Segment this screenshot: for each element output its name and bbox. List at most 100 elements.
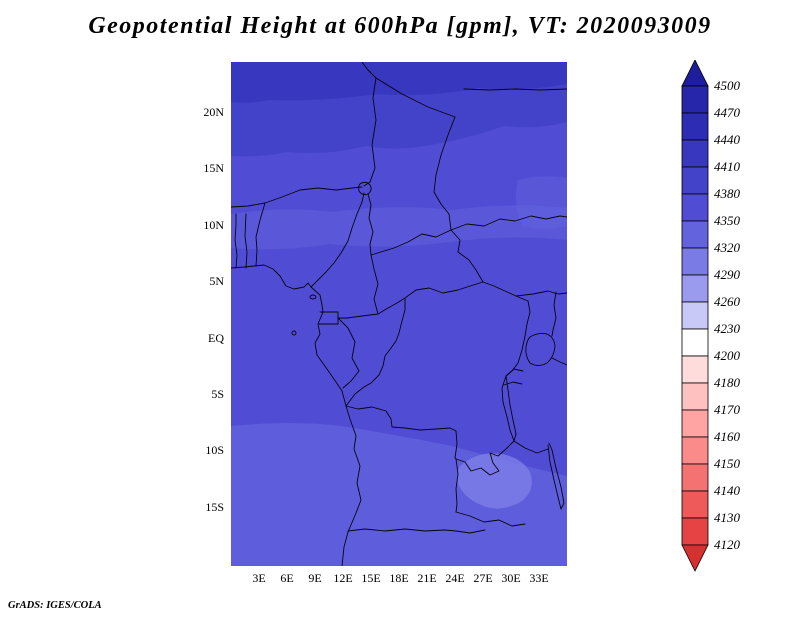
lon-tick-label: 3E: [252, 571, 266, 585]
lon-tick-label: 15E: [361, 571, 381, 585]
border-zambia-zimbabwe: [455, 511, 526, 527]
lat-tick-label: 10N: [203, 218, 224, 232]
colorbar-segment: [681, 301, 709, 330]
border-uganda-kenya: [551, 291, 557, 337]
border-benin-nigeria: [255, 202, 266, 267]
map-canvas: [231, 62, 567, 566]
border-southsudan-uganda: [515, 290, 567, 297]
colorbar-segment: [681, 382, 709, 411]
lat-tick-label: 15S: [205, 500, 224, 514]
colorbar-segment: [681, 220, 709, 249]
colorbar-segment: [681, 193, 709, 222]
colorbar-tick-label: 4170: [714, 402, 740, 417]
shade-topright-light: [515, 176, 567, 229]
chart-title: Geopotential Height at 600hPa [gpm], VT:…: [88, 13, 712, 39]
border-rwanda: [505, 368, 524, 377]
border-niger-chad: [363, 77, 377, 187]
colorbar-segment: [681, 112, 709, 141]
border-libya-niger-corner: [361, 62, 377, 79]
lake-malawi: [547, 442, 565, 510]
shade-southeast-blob: [457, 453, 532, 509]
border-chad-sudan: [433, 116, 456, 231]
colorbar-segment: [681, 166, 709, 195]
island-sao-tome: [291, 330, 297, 336]
colorbar-segment: [681, 490, 709, 519]
colorbar-tick-label: 4380: [714, 186, 740, 201]
colorbar-tick-label: 4470: [714, 105, 740, 120]
lat-tick-label: EQ: [208, 331, 224, 345]
colorbar-segment: [681, 247, 709, 276]
island-bioko: [309, 294, 317, 300]
border-togo-benin: [244, 213, 248, 269]
border-tanzania-zambia: [513, 440, 549, 454]
border-nigeria-cameroon: [310, 192, 365, 288]
lon-tick-label: 33E: [529, 571, 549, 585]
lon-tick-label: 30E: [501, 571, 521, 585]
country-borders: [231, 62, 567, 566]
colorbar-segment: [681, 517, 709, 546]
colorbar-segment: [681, 409, 709, 438]
colorbar-tick-label: 4150: [714, 456, 740, 471]
border-angola-zambia: [454, 430, 459, 513]
colorbar-tick-label: 4290: [714, 267, 740, 282]
colorbar-tick-label: 4350: [714, 213, 740, 228]
colorbar-tick-label: 4230: [714, 321, 740, 336]
border-kenya-tanzania: [551, 357, 567, 366]
colorbar-tick-label: 4200: [714, 348, 740, 363]
colorbar-tick-label: 4160: [714, 429, 740, 444]
lat-tick-label: 5S: [211, 387, 224, 401]
lat-tick-label: 15N: [203, 161, 224, 175]
border-egypt-sudan: [463, 88, 567, 91]
border-gabon-congo: [337, 317, 360, 389]
colorbar-segment: [681, 355, 709, 384]
lon-tick-label: 24E: [445, 571, 465, 585]
lon-tick-label: 6E: [280, 571, 294, 585]
shade-north-top: [231, 62, 567, 103]
border-drc-southsudan: [482, 281, 529, 302]
border-sudan-southsudan: [450, 215, 567, 231]
lon-axis: 3E 6E 9E 12E 15E 18E 21E 24E 27E 30E 33E: [0, 571, 800, 587]
colorbar-tick-label: 4410: [714, 159, 740, 174]
colorbar-labels: 4500 4470 4440 4410 4380 4350 4320 4290 4260 4230…: [714, 60, 762, 575]
colorbar-tick-label: 4260: [714, 294, 740, 309]
border-car-sudan: [450, 229, 484, 283]
border-congo-drc-river: [345, 297, 406, 407]
border-drc-zambia-pedicle: [455, 440, 515, 476]
lat-tick-label: 5N: [209, 274, 224, 288]
colorbar-tick-label: 4440: [714, 132, 740, 147]
border-angola-namibia: [347, 528, 486, 534]
border-niger-south: [231, 186, 363, 208]
border-cameroon-car: [370, 254, 379, 315]
border-chad-car: [370, 229, 452, 256]
border-ghana-togo: [234, 213, 238, 269]
colorbar-top-cap: [681, 60, 709, 87]
lon-tick-label: 9E: [308, 571, 322, 585]
colorbar: [681, 60, 709, 572]
border-car-drc-ubangi: [404, 281, 484, 299]
colorbar-tick-label: 4120: [714, 537, 740, 552]
lake-victoria: [525, 332, 556, 366]
lon-tick-label: 21E: [417, 571, 437, 585]
lon-tick-label: 12E: [333, 571, 353, 585]
colorbar-tick-label: 4500: [714, 78, 740, 93]
border-angola-drc: [345, 405, 457, 432]
lat-tick-label: 20N: [203, 105, 224, 119]
border-chad-cameroon: [367, 193, 374, 256]
shade-mid-light-band: [231, 205, 567, 250]
credit-text: GrADS: IGES/COLA: [8, 600, 102, 611]
colorbar-segment: [681, 463, 709, 492]
colorbar-segment: [681, 274, 709, 303]
coastline: [231, 264, 362, 566]
colorbar-tick-label: 4180: [714, 375, 740, 390]
colorbar-segment: [681, 328, 709, 357]
lat-tick-label: 10S: [205, 443, 224, 457]
border-congo-car: [377, 297, 406, 315]
colorbar-segment: [681, 436, 709, 465]
colorbar-segment: [681, 139, 709, 168]
colorbar-tick-label: 4140: [714, 483, 740, 498]
lat-axis: 20N 15N 10N 5N EQ 5S 10S 15S: [186, 0, 224, 618]
lon-tick-label: 27E: [473, 571, 493, 585]
lon-tick-label: 18E: [389, 571, 409, 585]
colorbar-tick-label: 4130: [714, 510, 740, 525]
border-libya-chad: [375, 77, 456, 118]
